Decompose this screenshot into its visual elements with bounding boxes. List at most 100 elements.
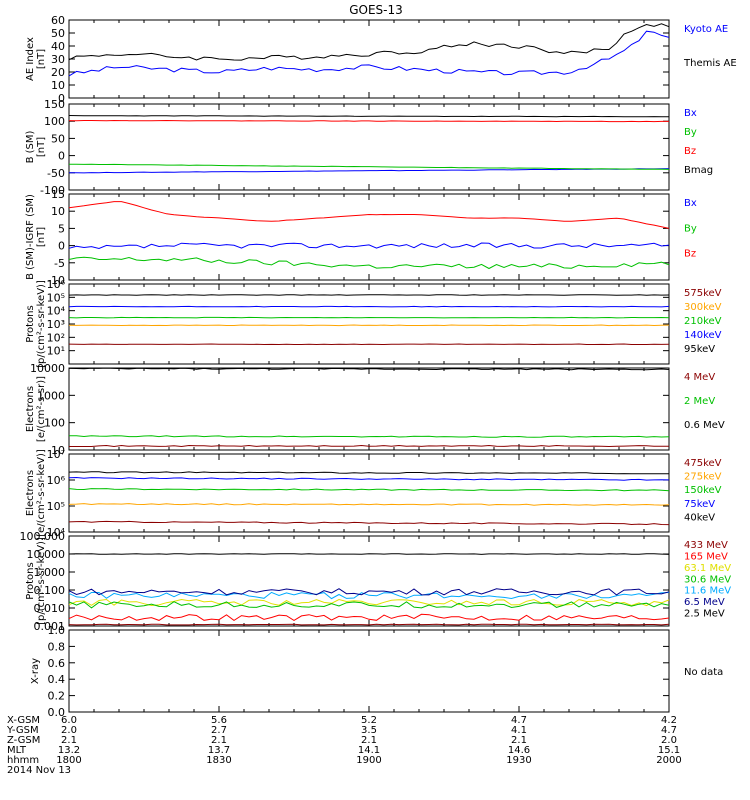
footer-value: 1930: [506, 755, 531, 766]
legend-575kev: 575keV: [684, 288, 722, 299]
y-tick-label: 5: [58, 222, 65, 235]
y-tick-label: 1000: [37, 389, 65, 402]
y-tick-label: 0.2: [48, 690, 66, 703]
panel-frame: [68, 453, 670, 533]
plot-title: GOES-13: [349, 3, 403, 17]
legend-140kev: 140keV: [684, 330, 722, 341]
series-140kev-line: [68, 305, 670, 308]
series-300kev-line: [68, 324, 670, 327]
footer-value: 14.6: [508, 745, 530, 756]
y-tick-label: -100: [40, 184, 65, 197]
series-2-5-mev-line: [68, 553, 670, 555]
series-165-mev-line: [68, 613, 670, 622]
legend-bz: Bz: [684, 146, 696, 157]
panel-electrons_kev: 10⁴ 10⁵ 10⁶ 10⁷ Electrons [e/(cm²-s-sr-keV)] 4…: [25, 448, 722, 539]
footer-value: 2000: [656, 755, 681, 766]
y-tick-label: 10: [51, 79, 65, 92]
y-tick-label: 100.000: [20, 530, 66, 543]
y-tick-label: 10⁶: [47, 474, 66, 487]
y-axis-title: [p/(cm²-s-sr-keV)]: [36, 537, 47, 625]
footer-value: 4.1: [511, 725, 527, 736]
y-tick-label: 10.000: [27, 548, 66, 561]
series-0-6-mev-line: [68, 367, 670, 371]
series-63-1-mev-line: [68, 598, 670, 607]
no-data-annotation: No data: [684, 667, 723, 678]
footer-value: 1900: [356, 755, 381, 766]
y-tick-label: 0.100: [34, 584, 66, 597]
y-axis-title: [e/(cm²-s-sr-keV)]: [36, 449, 47, 537]
y-tick-label: 15: [51, 188, 65, 201]
footer-row-label: X-GSM: [7, 715, 40, 726]
y-axis-title: Protons: [25, 305, 36, 342]
legend-75kev: 75keV: [684, 499, 715, 510]
y-tick-label: 50: [51, 132, 65, 145]
y-tick-label: 10⁴: [47, 305, 66, 318]
y-tick-label: 50: [51, 27, 65, 40]
footer-value: 2.1: [61, 735, 77, 746]
legend-kyoto-ae: Kyoto AE: [684, 24, 728, 35]
series-themis-ae-line: [68, 23, 670, 61]
y-axis-title: [nT]: [36, 227, 47, 247]
footer-value: 2.1: [511, 735, 527, 746]
legend-bmag: Bmag: [684, 165, 713, 176]
y-axis-title: [p/(cm²-s-sr-keV)]: [36, 280, 47, 368]
panel-xray: 0.0 0.2 0.4 0.6 0.8 1.0 X-ray No data: [30, 624, 723, 719]
y-axis-title: [nT]: [36, 137, 47, 157]
y-axis-title: Electrons: [25, 386, 36, 432]
legend-by: By: [684, 127, 697, 138]
panel-frame: [68, 367, 670, 451]
footer-value: 1800: [56, 755, 81, 766]
series-210kev-line: [68, 316, 670, 319]
footer-row-label: 2014 Nov 13: [7, 765, 71, 776]
y-tick-label: 100: [44, 115, 65, 128]
series-bx-line: [68, 242, 670, 250]
legend-165-mev: 165 MeV: [684, 551, 728, 562]
footer-value: 15.1: [658, 745, 680, 756]
y-tick-label: 0: [58, 150, 65, 163]
y-tick-label: 0: [58, 240, 65, 253]
legend-95kev: 95keV: [684, 344, 715, 355]
legend-4-mev: 4 MeV: [684, 372, 715, 383]
y-tick-label: 0.001: [34, 620, 66, 633]
y-tick-label: 10¹: [47, 345, 65, 358]
y-tick-label: 0.4: [48, 673, 66, 686]
legend-40kev: 40keV: [684, 512, 715, 523]
y-tick-label: 150: [44, 98, 65, 111]
legend-bz: Bz: [684, 249, 696, 260]
footer-value: 4.2: [661, 715, 677, 726]
y-axis-title: AE Index: [25, 37, 36, 81]
series-kyoto-ae-line: [68, 30, 670, 77]
footer-value: 1830: [206, 755, 231, 766]
legend-by: By: [684, 223, 697, 234]
footer-value: 4.7: [511, 715, 527, 726]
legend-30-6-mev: 30.6 MeV: [684, 574, 731, 585]
y-tick-label: 0: [58, 92, 65, 105]
footer-value: 2.1: [211, 735, 227, 746]
footer-value: 2.0: [61, 725, 77, 736]
footer-value: 13.7: [208, 745, 230, 756]
footer-value: 2.7: [211, 725, 227, 736]
footer-row-label: hhmm: [7, 755, 39, 766]
legend-150kev: 150keV: [684, 485, 722, 496]
panel-bsm: -100 -50 0 50 100 150 B (SM) [nT] Bx By Bz Bmag: [25, 98, 713, 197]
y-tick-label: 10⁵: [47, 291, 65, 304]
footer-value: 13.2: [58, 745, 80, 756]
y-tick-label: 0.010: [34, 602, 66, 615]
footer-row-label: Y-GSM: [6, 725, 39, 736]
panel-frame: [68, 629, 670, 713]
legend-themis-ae: Themis AE: [683, 58, 737, 69]
series-bmag-line: [68, 115, 669, 118]
y-tick-label: -5: [54, 257, 65, 270]
panel-bigrf: -10 -5 0 5 10 15 B (SM)-IGRF (SM) [nT] Bx By Bz: [25, 188, 697, 287]
y-tick-label: 1.000: [34, 566, 66, 579]
y-tick-label: 10: [51, 205, 65, 218]
y-tick-label: 0.0: [48, 706, 66, 719]
y-axis-title: [nT]: [36, 49, 47, 69]
footer-value: 5.2: [361, 715, 377, 726]
y-tick-label: 20: [51, 66, 65, 79]
legend-300kev: 300keV: [684, 302, 722, 313]
legend-475kev: 475keV: [684, 458, 722, 469]
series-275kev-line: [68, 503, 670, 506]
